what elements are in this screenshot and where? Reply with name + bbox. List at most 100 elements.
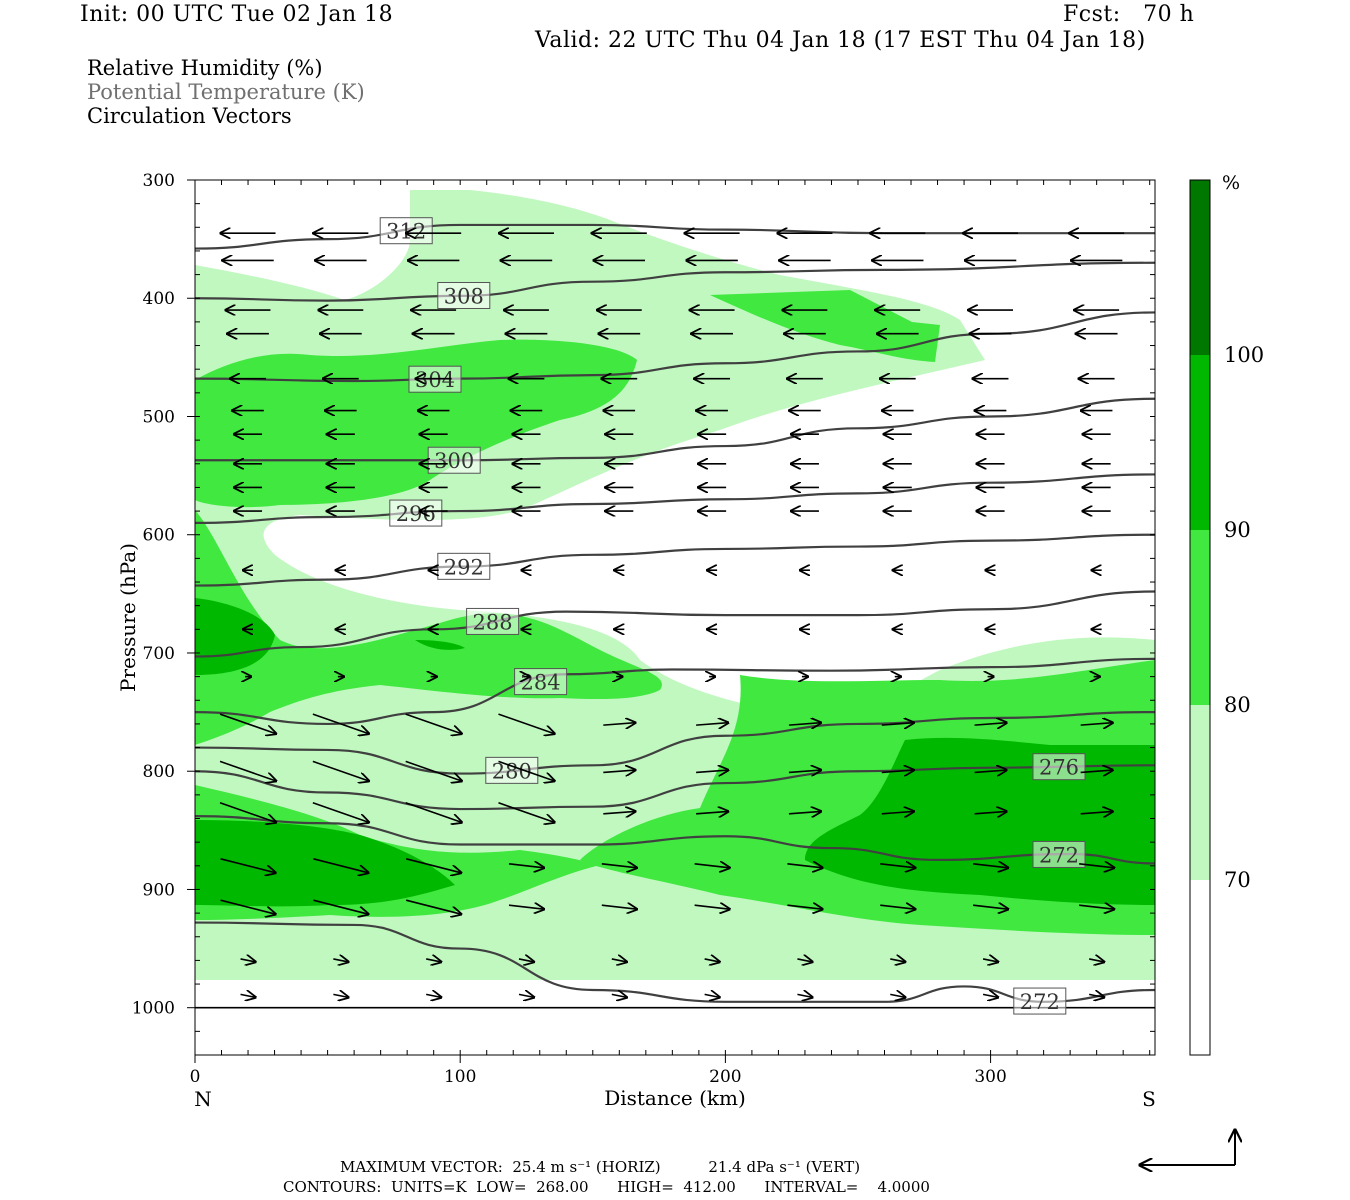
y-tick-label: 800: [143, 762, 175, 782]
axes: 300 400 500 600 700 800 900 1000 0 100 200 300 Dista…: [116, 171, 1156, 1111]
theta-contour-line: [195, 223, 1155, 250]
legend-theta: Potential Temperature (K): [87, 80, 365, 104]
theta-label: 296: [396, 502, 436, 526]
circulation-vector: [312, 802, 369, 823]
valid-time: Valid: 22 UTC Thu 04 Jan 18 (17 EST Thu …: [535, 28, 1146, 53]
rh-90-100-region-mid: [415, 640, 465, 650]
circulation-vector: [405, 899, 461, 914]
reference-vector-icon: [1140, 1130, 1235, 1165]
colorbar-band-100: [1190, 180, 1210, 355]
theta-label-box: [389, 499, 443, 527]
colorbar-band-below: [1190, 880, 1210, 1055]
y-tick-label: 1000: [132, 999, 175, 1019]
y-tick-label: 300: [143, 171, 175, 191]
circulation-vector: [220, 858, 276, 873]
plot-frame: [194, 179, 1156, 1056]
circulation-vector: [880, 905, 915, 909]
circulation-vector: [1080, 723, 1113, 725]
x-tick-label: 200: [709, 1067, 741, 1087]
theta-label-box: [1032, 753, 1086, 781]
theta-label-box: [485, 756, 539, 784]
theta-label-box: [1032, 840, 1086, 868]
theta-label: 312: [386, 220, 426, 244]
circulation-vector: [219, 760, 276, 781]
circulation-vector: [219, 802, 276, 823]
circulation-vector: [797, 959, 812, 962]
circulation-vector: [696, 723, 728, 725]
circulation-vector: [1079, 905, 1114, 909]
circulation-vector: [974, 770, 1007, 772]
circulation-vector: [787, 864, 822, 868]
circulation-vector: [797, 994, 812, 997]
circulation-vector: [498, 760, 554, 781]
circulation-vector: [405, 802, 462, 823]
circulation-vector: [890, 959, 905, 962]
circulation-vector: [881, 770, 914, 772]
colorbar-tick-100: 100: [1224, 343, 1264, 367]
circulation-vector: [1080, 811, 1113, 813]
y-tick-label: 400: [143, 289, 175, 309]
colorbar-band-90: [1190, 355, 1210, 530]
circulation-vector: [601, 905, 637, 909]
theta-contour-line: [195, 815, 1155, 865]
circulation-vector: [240, 959, 256, 962]
rh-fill-layer: [195, 180, 1155, 1055]
circulation-vector: [974, 811, 1007, 813]
circulation-vector: [788, 811, 821, 813]
legend-rh: Relative Humidity (%): [87, 56, 323, 80]
circulation-vector: [1089, 994, 1104, 997]
circulation-vector: [696, 811, 728, 813]
x-tick-label: 300: [974, 1067, 1006, 1087]
circulation-vector: [518, 994, 534, 997]
theta-label-box: [427, 446, 481, 474]
circulation-vector: [1080, 770, 1113, 772]
circulation-vector: [219, 713, 276, 734]
rh-90-100-region-lowleft: [195, 820, 455, 907]
circulation-vector: [498, 713, 554, 734]
circulation-vector: [881, 723, 914, 725]
theta-label-box: [1013, 987, 1067, 1015]
theta-contour-line: [195, 657, 1155, 726]
theta-contour-line: [195, 533, 1155, 587]
theta-label: 288: [473, 610, 513, 634]
theta-contour-line: [195, 921, 1155, 1003]
theta-label: 272: [1039, 843, 1079, 867]
circulation-vector: [405, 760, 462, 781]
init-time: Init: 00 UTC Tue 02 Jan 18: [80, 2, 394, 27]
north-label: N: [194, 1087, 212, 1111]
circulation-vector: [405, 858, 461, 873]
circulation-vector: [611, 959, 627, 962]
circulation-vector: [696, 770, 728, 772]
theta-contour-line: [195, 397, 1155, 462]
circulation-vector: [787, 905, 822, 909]
circulation-vector: [890, 994, 905, 997]
colorbar-unit: %: [1222, 172, 1240, 194]
theta-label: 292: [444, 555, 484, 579]
colorbar-band-70: [1190, 705, 1210, 880]
theta-label-box: [466, 607, 520, 635]
legend-vectors: Circulation Vectors: [87, 104, 292, 128]
circulation-vector: [788, 723, 821, 725]
circulation-vector: [313, 899, 368, 914]
colorbar: % 100 90 80 70: [1189, 172, 1264, 1056]
theta-label: 300: [434, 449, 474, 473]
y-axis-label: Pressure (hPa): [116, 543, 140, 692]
theta-label-box: [437, 281, 491, 309]
circulation-vector: [694, 864, 730, 868]
circulation-vector: [603, 811, 635, 813]
circulation-vector: [426, 959, 441, 962]
circulation-vector: [1079, 864, 1114, 868]
theta-label: 284: [521, 671, 561, 695]
x-tick-label: 100: [444, 1067, 476, 1087]
circulation-vector: [498, 802, 554, 823]
circulation-vector: [694, 905, 730, 909]
theta-contour-line: [195, 590, 1155, 658]
circulation-vector: [312, 713, 369, 734]
theta-label: 272: [1020, 990, 1060, 1014]
contours-note: CONTOURS: UNITS=K LOW= 268.00 HIGH= 412.…: [283, 1178, 930, 1196]
y-tick-label: 500: [143, 407, 175, 427]
colorbar-tick-90: 90: [1224, 518, 1251, 542]
frame-minor-ticks: [194, 179, 1155, 1056]
theta-contour-line: [195, 473, 1155, 525]
